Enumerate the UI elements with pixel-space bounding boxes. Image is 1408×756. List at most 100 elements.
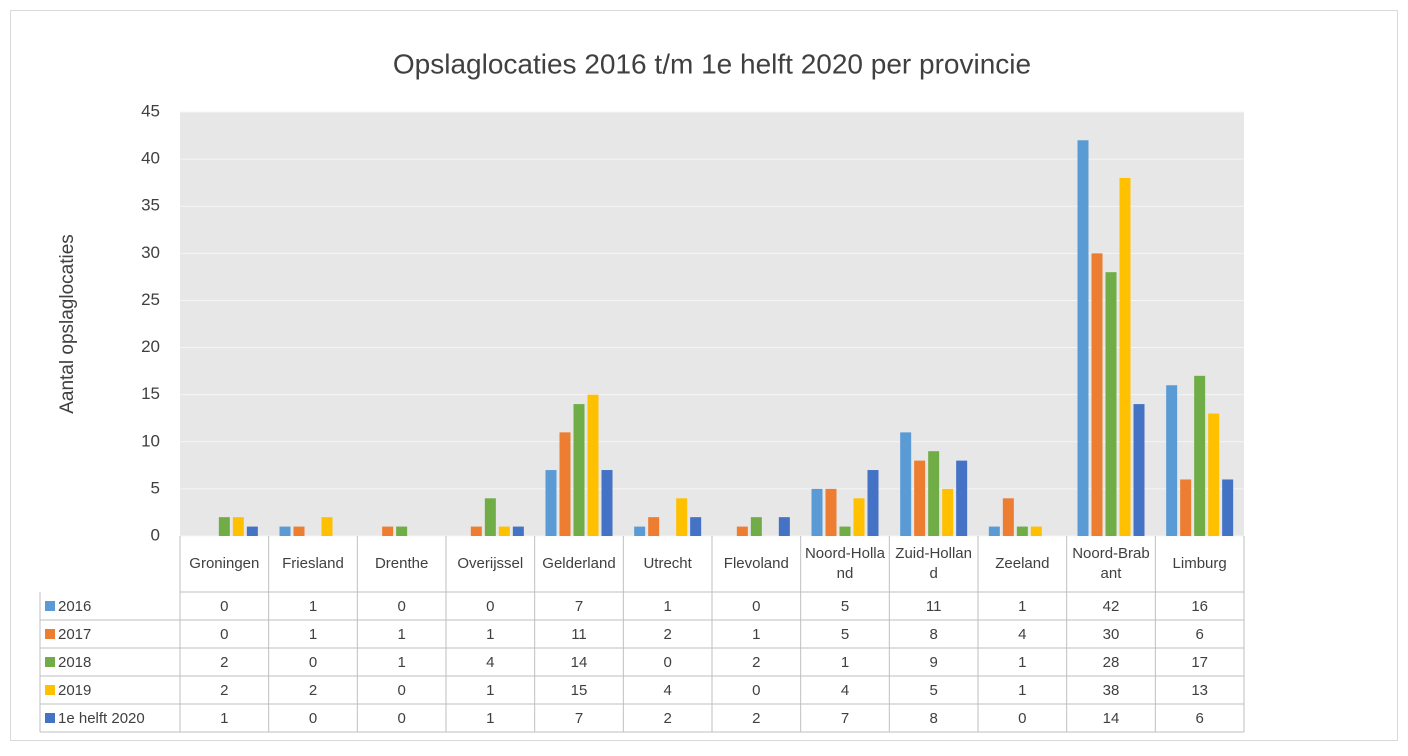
table-value: 5: [929, 682, 937, 699]
x-tick-label: Groningen: [189, 555, 260, 572]
y-tick-label: 45: [141, 101, 160, 120]
table-value: 30: [1103, 626, 1120, 643]
table-value: 5: [841, 626, 849, 643]
bar: [1133, 404, 1145, 536]
table-value: 7: [575, 710, 583, 727]
table-value: 7: [575, 598, 583, 615]
bar: [1194, 375, 1206, 536]
bar: [498, 526, 510, 536]
bar: [942, 488, 954, 536]
legend-label: 2016: [58, 598, 91, 615]
table-value: 14: [571, 654, 588, 671]
bar: [648, 517, 660, 536]
x-tick-label: Zuid-Holland: [895, 545, 972, 582]
table-value: 7: [841, 710, 849, 727]
legend-swatch: [45, 629, 55, 639]
category-text: Noord-Holland: [804, 545, 885, 582]
table-value: 4: [841, 682, 849, 699]
table-value: 42: [1103, 598, 1120, 615]
bar: [1222, 479, 1234, 536]
bar: [750, 517, 762, 536]
x-tick-label: Limburg: [1172, 555, 1227, 572]
table-value: 1: [1018, 654, 1026, 671]
category-text: Utrecht: [643, 555, 692, 572]
table-value: 0: [397, 710, 405, 727]
table-value: 4: [1018, 626, 1026, 643]
category-text: Noord-Brabant: [1072, 545, 1150, 582]
table-value: 4: [663, 682, 671, 699]
bar: [1091, 253, 1103, 537]
category-text: Overijssel: [457, 555, 524, 572]
bar: [573, 404, 585, 536]
bar: [218, 517, 230, 536]
table-value: 8: [929, 626, 937, 643]
bar: [956, 460, 968, 536]
table-value: 13: [1191, 682, 1208, 699]
table-value: 2: [220, 682, 228, 699]
bar: [1105, 272, 1117, 536]
chart-title: Opslaglocaties 2016 t/m 1e helft 2020 pe…: [393, 48, 1031, 79]
bar: [321, 517, 333, 536]
bar: [825, 488, 837, 536]
bar: [396, 526, 408, 536]
plot-area: [180, 112, 1244, 536]
table-value: 0: [663, 654, 671, 671]
table-value: 1: [397, 626, 405, 643]
category-text: Limburg: [1172, 555, 1227, 572]
y-tick-label: 20: [141, 337, 160, 356]
table-value: 0: [752, 682, 760, 699]
bar: [484, 498, 496, 536]
table-value: 1: [1018, 682, 1026, 699]
legend-label: 1e helft 2020: [58, 710, 145, 727]
bar: [867, 470, 879, 536]
legend-swatch: [45, 685, 55, 695]
bar: [811, 488, 823, 536]
table-value: 1: [397, 654, 405, 671]
table-value: 16: [1191, 598, 1208, 615]
x-tick-label: Friesland: [282, 555, 344, 572]
bar: [470, 526, 482, 536]
bar: [988, 526, 1000, 536]
y-axis-label: Aantal opslaglocaties: [57, 234, 78, 414]
bar: [545, 470, 557, 536]
table-value: 5: [841, 598, 849, 615]
table-value: 0: [1018, 710, 1026, 727]
table-value: 1: [309, 626, 317, 643]
bar: [559, 432, 571, 536]
bar: [690, 517, 702, 536]
table-value: 1: [220, 710, 228, 727]
table-value: 2: [663, 626, 671, 643]
legend-swatch: [45, 601, 55, 611]
table-value: 11: [926, 598, 942, 615]
table-value: 11: [571, 626, 587, 643]
x-tick-label: Noord-Brabant: [1072, 545, 1150, 582]
legend-swatch: [45, 713, 55, 723]
table-value: 15: [571, 682, 588, 699]
bar: [853, 498, 865, 536]
category-text: Drenthe: [374, 555, 429, 572]
category-text: Flevoland: [723, 555, 789, 572]
table-value: 2: [309, 682, 317, 699]
table-value: 2: [220, 654, 228, 671]
table-value: 4: [486, 654, 494, 671]
legend-label: 2018: [58, 654, 91, 671]
category-text: Groningen: [189, 555, 260, 572]
bar: [1208, 413, 1220, 536]
table-value: 0: [486, 598, 494, 615]
table-value: 0: [397, 682, 405, 699]
legend-label: 2019: [58, 682, 91, 699]
bar: [1030, 526, 1042, 536]
bar: [601, 470, 613, 536]
table-value: 0: [220, 598, 228, 615]
table-value: 38: [1103, 682, 1120, 699]
table-value: 9: [929, 654, 937, 671]
table-value: 0: [397, 598, 405, 615]
table-value: 6: [1195, 626, 1203, 643]
x-tick-label: Utrecht: [643, 555, 692, 572]
bar: [928, 451, 940, 536]
category-text: Zuid-Holland: [895, 545, 972, 582]
category-text: Zeeland: [995, 555, 1050, 572]
table-value: 1: [752, 626, 760, 643]
bar: [1119, 177, 1131, 536]
